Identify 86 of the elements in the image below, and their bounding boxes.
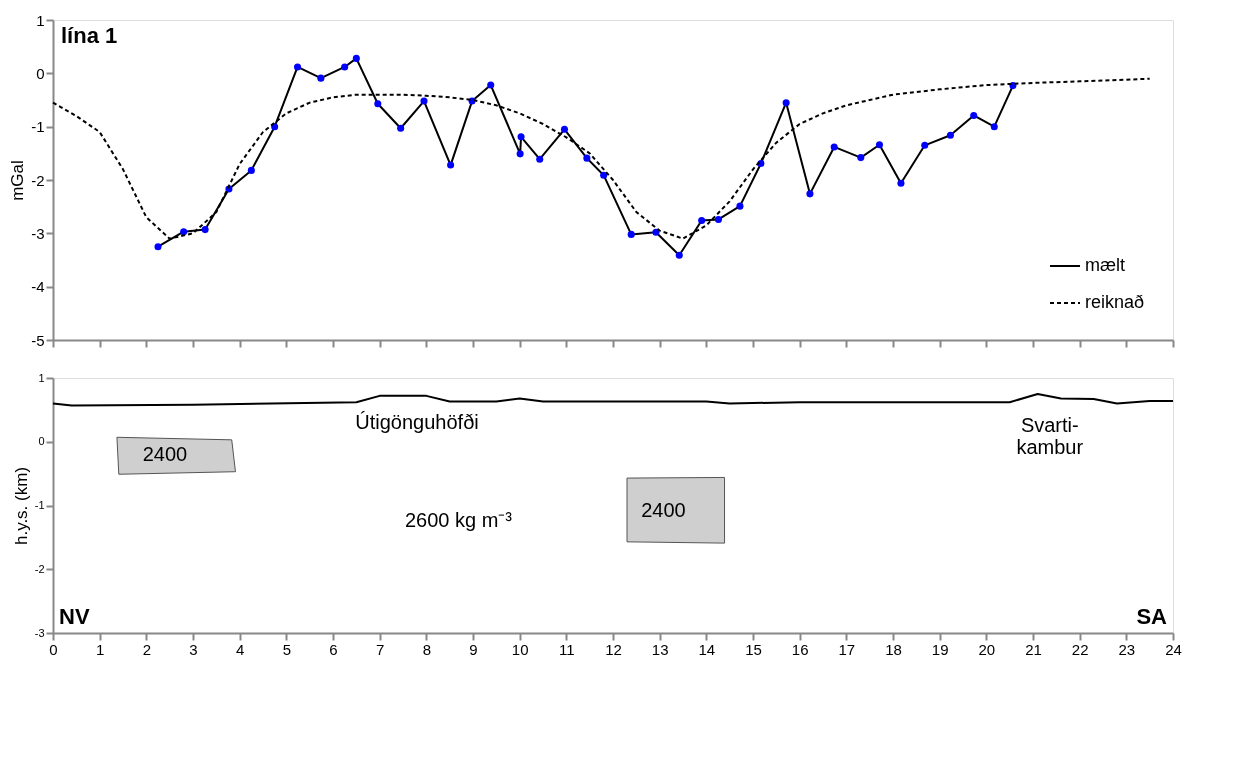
- x-tick-label: 2: [142, 640, 152, 658]
- y-tick-label: -1: [34, 499, 45, 511]
- x-tick-label: 23: [1118, 640, 1136, 658]
- point: [830, 143, 838, 151]
- point: [487, 81, 495, 89]
- annotation: 2400: [641, 498, 686, 521]
- point: [583, 154, 591, 162]
- annotation: SA: [1136, 604, 1168, 629]
- point: [990, 123, 998, 131]
- x-tick-label: 11: [559, 640, 575, 658]
- legend-label: reiknað: [1085, 292, 1145, 312]
- point: [560, 125, 568, 133]
- y-tick-label: -5: [31, 331, 45, 349]
- point: [341, 63, 349, 71]
- point: [516, 150, 524, 158]
- point: [970, 111, 978, 119]
- point: [517, 133, 525, 141]
- point: [294, 63, 302, 71]
- point: [857, 154, 865, 162]
- x-tick-label: 21: [1025, 640, 1042, 658]
- legend-label: mælt: [1085, 255, 1125, 275]
- y-tick-label: 0: [36, 64, 45, 82]
- x-tick-label: 15: [745, 640, 762, 658]
- x-tick-label: 8: [422, 640, 432, 658]
- point: [698, 217, 706, 225]
- y-tick-label: 1: [36, 11, 45, 29]
- x-tick-label: 10: [511, 640, 529, 658]
- annotation: Svarti- kambur: [1016, 414, 1084, 459]
- x-tick-label: 4: [235, 640, 245, 658]
- y-tick-label: -1: [31, 118, 45, 136]
- x-tick-label: 19: [931, 640, 949, 658]
- x-tick-label: 3: [189, 640, 198, 658]
- point: [352, 54, 360, 62]
- y-tick-label: -4: [31, 278, 45, 296]
- x-tick-label: 12: [605, 640, 622, 658]
- point: [782, 99, 790, 107]
- point: [154, 243, 162, 251]
- x-tick-label: 13: [651, 640, 669, 658]
- x-tick-label: 18: [885, 640, 902, 658]
- y-axis-title: h.y.s. (km): [11, 466, 31, 546]
- point: [271, 123, 279, 131]
- point: [317, 74, 325, 82]
- x-tick-label: 6: [329, 640, 338, 658]
- annotation: Útigönguhöfði: [355, 410, 479, 433]
- point: [736, 202, 744, 210]
- point: [675, 251, 683, 259]
- point: [397, 124, 405, 132]
- x-tick-label: 7: [375, 640, 385, 658]
- y-tick-label: -3: [31, 224, 45, 242]
- point: [374, 100, 382, 108]
- x-tick-label: 14: [698, 640, 716, 658]
- point: [447, 161, 455, 169]
- point: [875, 141, 883, 149]
- x-tick-label: 22: [1071, 640, 1089, 658]
- x-tick-label: 0: [49, 640, 58, 658]
- point: [420, 97, 428, 105]
- y-tick-label: 0: [38, 435, 45, 448]
- x-tick-label: 5: [282, 640, 292, 658]
- point: [536, 155, 544, 163]
- point: [806, 190, 814, 198]
- x-tick-label: 20: [978, 640, 996, 658]
- y-tick-label: 1: [38, 371, 45, 384]
- y-axis-title: mGal: [8, 160, 28, 201]
- point: [921, 141, 929, 149]
- x-tick-label: 24: [1165, 640, 1182, 658]
- x-tick-label: 16: [791, 640, 809, 658]
- x-tick-label: 1: [95, 640, 105, 658]
- point: [180, 228, 188, 236]
- x-tick-label: 9: [469, 640, 478, 658]
- annotation: 2400: [142, 442, 188, 465]
- point: [201, 226, 209, 234]
- point: [897, 179, 905, 187]
- point: [946, 131, 954, 139]
- point: [652, 228, 660, 236]
- point: [600, 171, 608, 179]
- point: [627, 230, 635, 238]
- y-tick-label: -3: [34, 626, 45, 639]
- y-tick-label: -2: [34, 562, 45, 575]
- x-tick-label: 17: [838, 640, 856, 658]
- chart-title: lína 1: [61, 23, 118, 48]
- y-tick-label: -2: [31, 171, 45, 189]
- point: [247, 166, 255, 174]
- point: [714, 215, 722, 223]
- annotation: NV: [59, 604, 90, 629]
- line-series: [52, 392, 1174, 407]
- annotation: 2600 kg m⁻³: [404, 508, 513, 531]
